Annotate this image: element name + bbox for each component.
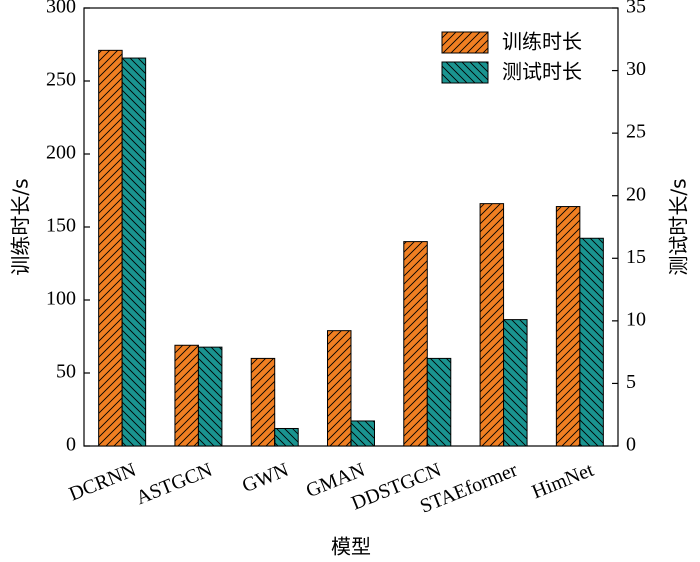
- x-axis-title: 模型: [331, 535, 371, 559]
- bar-training: [250, 357, 276, 447]
- legend: 训练时长 测试时长: [441, 30, 582, 84]
- right-tick-label: 10: [626, 308, 646, 330]
- left-tick-label: 0: [66, 434, 76, 456]
- category-label: DCRNN: [66, 459, 139, 506]
- left-tick-label: 150: [46, 215, 76, 237]
- bar-training: [327, 330, 352, 447]
- bar-testing: [503, 319, 528, 447]
- y-axis-right-title: 测试时长/s: [667, 178, 691, 275]
- bar-series-group: [98, 49, 604, 447]
- category-label: HimNet: [529, 459, 597, 504]
- left-tick-label: 100: [46, 288, 76, 310]
- right-tick-label: 0: [626, 434, 636, 456]
- y-axis-left-title: 训练时长/s: [9, 178, 33, 275]
- right-tick-label: 25: [626, 121, 646, 143]
- right-tick-label: 30: [626, 58, 646, 80]
- bar-training: [479, 203, 505, 447]
- category-label: ASTGCN: [133, 459, 215, 509]
- bar-training: [98, 49, 123, 447]
- left-tick-label: 50: [56, 361, 76, 383]
- right-tick-label: 20: [626, 183, 646, 205]
- legend-swatch-testing: [441, 61, 489, 84]
- left-tick-label: 300: [46, 0, 76, 18]
- category-label: GWN: [239, 459, 292, 497]
- bar-testing: [579, 237, 604, 447]
- right-axis: 0 5 10 15 20 25 30 35: [612, 0, 646, 456]
- bar-testing: [197, 346, 223, 447]
- bar-testing: [426, 357, 452, 447]
- bar-training: [174, 344, 199, 447]
- right-tick-label: 5: [626, 371, 636, 393]
- bar-training: [403, 241, 428, 447]
- bar-testing: [350, 420, 375, 447]
- legend-label-training: 训练时长: [502, 30, 582, 54]
- bar-testing: [274, 427, 299, 447]
- legend-label-testing: 测试时长: [502, 60, 582, 84]
- left-tick-label: 200: [46, 142, 76, 164]
- right-tick-label: 35: [626, 0, 646, 18]
- left-tick-label: 250: [46, 69, 76, 91]
- bar-testing: [121, 57, 147, 447]
- bar-training: [555, 206, 581, 447]
- right-tick-label: 15: [626, 246, 646, 268]
- legend-swatch-training: [441, 31, 489, 54]
- left-axis: 0 50 100 150 200 250 300: [46, 0, 90, 456]
